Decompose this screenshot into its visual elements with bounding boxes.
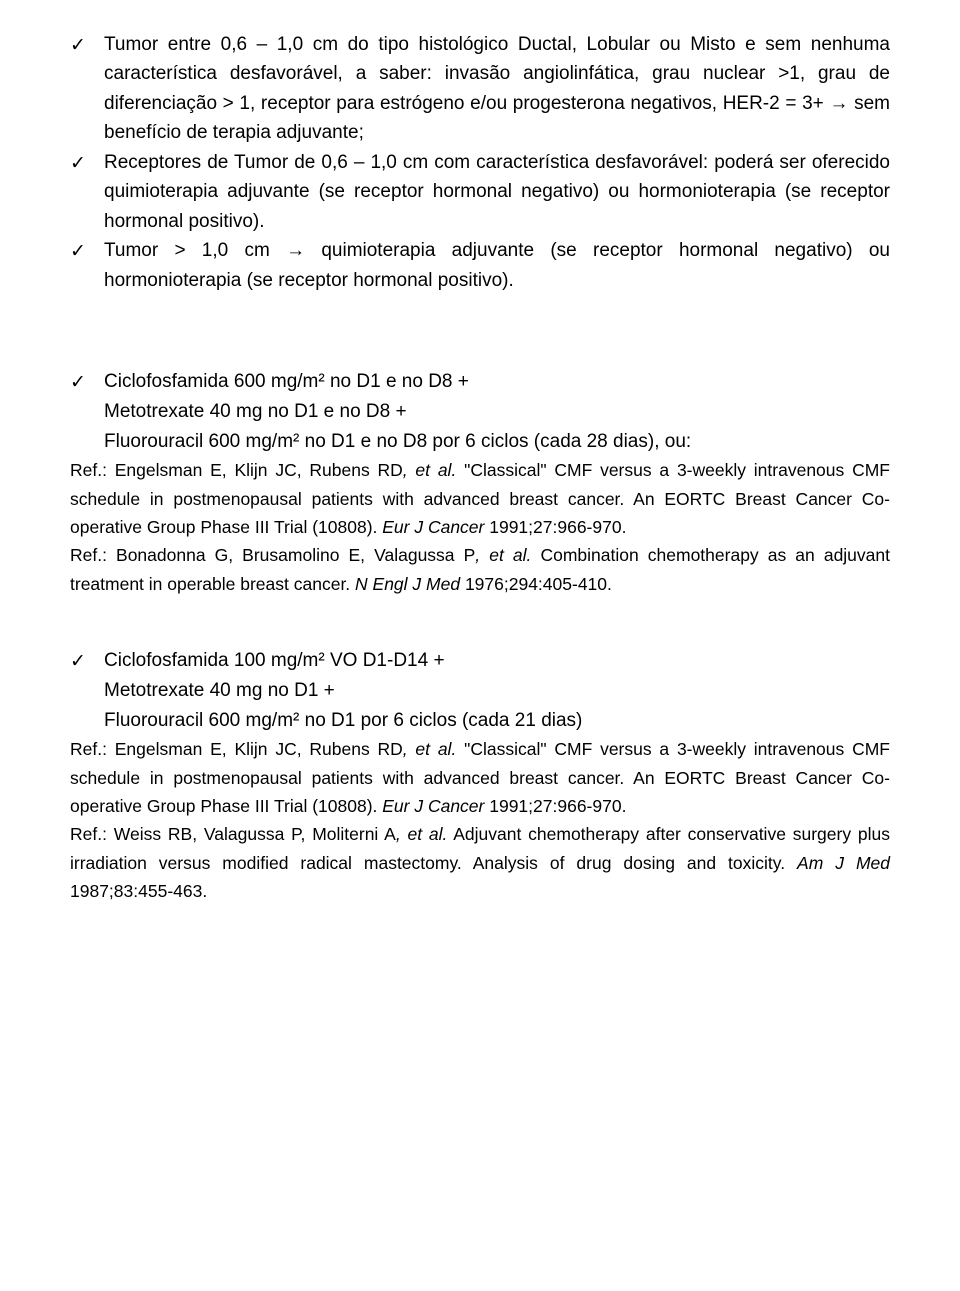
criteria-item: ✓ Tumor entre 0,6 – 1,0 cm do tipo histo… <box>70 30 890 148</box>
document-page: ✓ Tumor entre 0,6 – 1,0 cm do tipo histo… <box>0 0 960 1291</box>
protocol-line: Metotrexate 40 mg no D1 e no D8 + <box>70 397 890 426</box>
ref-text: 1976;294:405-410. <box>460 574 612 594</box>
protocol-block: ✓ Ciclofosfamida 600 mg/m² no D1 e no D8… <box>70 367 890 598</box>
spacer <box>70 333 890 367</box>
check-icon: ✓ <box>70 646 104 676</box>
check-icon: ✓ <box>70 30 104 148</box>
ref-text: 1991;27:966-970. <box>484 517 626 537</box>
reference: Ref.: Bonadonna G, Brusamolino E, Valagu… <box>70 541 890 598</box>
ref-etal: , et al. <box>403 739 457 759</box>
criteria-text: Receptores de Tumor de 0,6 – 1,0 cm com … <box>104 148 890 236</box>
criteria-item: ✓ Receptores de Tumor de 0,6 – 1,0 cm co… <box>70 148 890 236</box>
ref-text: Ref.: Engelsman E, Klijn JC, Rubens RD <box>70 460 403 480</box>
spacer <box>70 636 890 646</box>
ref-etal: , et al. <box>403 460 457 480</box>
ref-text: Ref.: Weiss RB, Valagussa P, Moliterni A <box>70 824 396 844</box>
ref-journal: Am J Med <box>797 853 890 873</box>
protocol-line: Fluorouracil 600 mg/m² no D1 e no D8 por… <box>70 427 890 456</box>
criteria-text: Tumor > 1,0 cm → quimioterapia adjuvante… <box>104 236 890 295</box>
protocol-line: Ciclofosfamida 600 mg/m² no D1 e no D8 + <box>104 367 890 397</box>
check-icon: ✓ <box>70 236 104 295</box>
protocol-line: Fluorouracil 600 mg/m² no D1 por 6 ciclo… <box>70 706 890 735</box>
criteria-text: Tumor entre 0,6 – 1,0 cm do tipo histoló… <box>104 30 890 148</box>
ref-text: Ref.: Bonadonna G, Brusamolino E, Valagu… <box>70 545 475 565</box>
ref-text: 1991;27:966-970. <box>484 796 626 816</box>
ref-journal: N Engl J Med <box>355 574 460 594</box>
ref-text: 1987;83:455-463. <box>70 881 207 901</box>
ref-etal: , et al. <box>475 545 531 565</box>
ref-journal: Eur J Cancer <box>382 517 484 537</box>
reference: Ref.: Engelsman E, Klijn JC, Rubens RD, … <box>70 456 890 541</box>
check-icon: ✓ <box>70 367 104 397</box>
criteria-item: ✓ Tumor > 1,0 cm → quimioterapia adjuvan… <box>70 236 890 295</box>
protocol-line: Ciclofosfamida 100 mg/m² VO D1-D14 + <box>104 646 890 676</box>
ref-etal: , et al. <box>396 824 448 844</box>
ref-journal: Eur J Cancer <box>382 796 484 816</box>
ref-text: Ref.: Engelsman E, Klijn JC, Rubens RD <box>70 739 403 759</box>
protocol-item: ✓ Ciclofosfamida 600 mg/m² no D1 e no D8… <box>70 367 890 397</box>
reference: Ref.: Engelsman E, Klijn JC, Rubens RD, … <box>70 735 890 820</box>
protocol-item: ✓ Ciclofosfamida 100 mg/m² VO D1-D14 + <box>70 646 890 676</box>
reference: Ref.: Weiss RB, Valagussa P, Moliterni A… <box>70 820 890 905</box>
check-icon: ✓ <box>70 148 104 236</box>
criteria-block: ✓ Tumor entre 0,6 – 1,0 cm do tipo histo… <box>70 30 890 295</box>
protocol-line: Metotrexate 40 mg no D1 + <box>70 676 890 705</box>
protocol-block: ✓ Ciclofosfamida 100 mg/m² VO D1-D14 + M… <box>70 646 890 905</box>
